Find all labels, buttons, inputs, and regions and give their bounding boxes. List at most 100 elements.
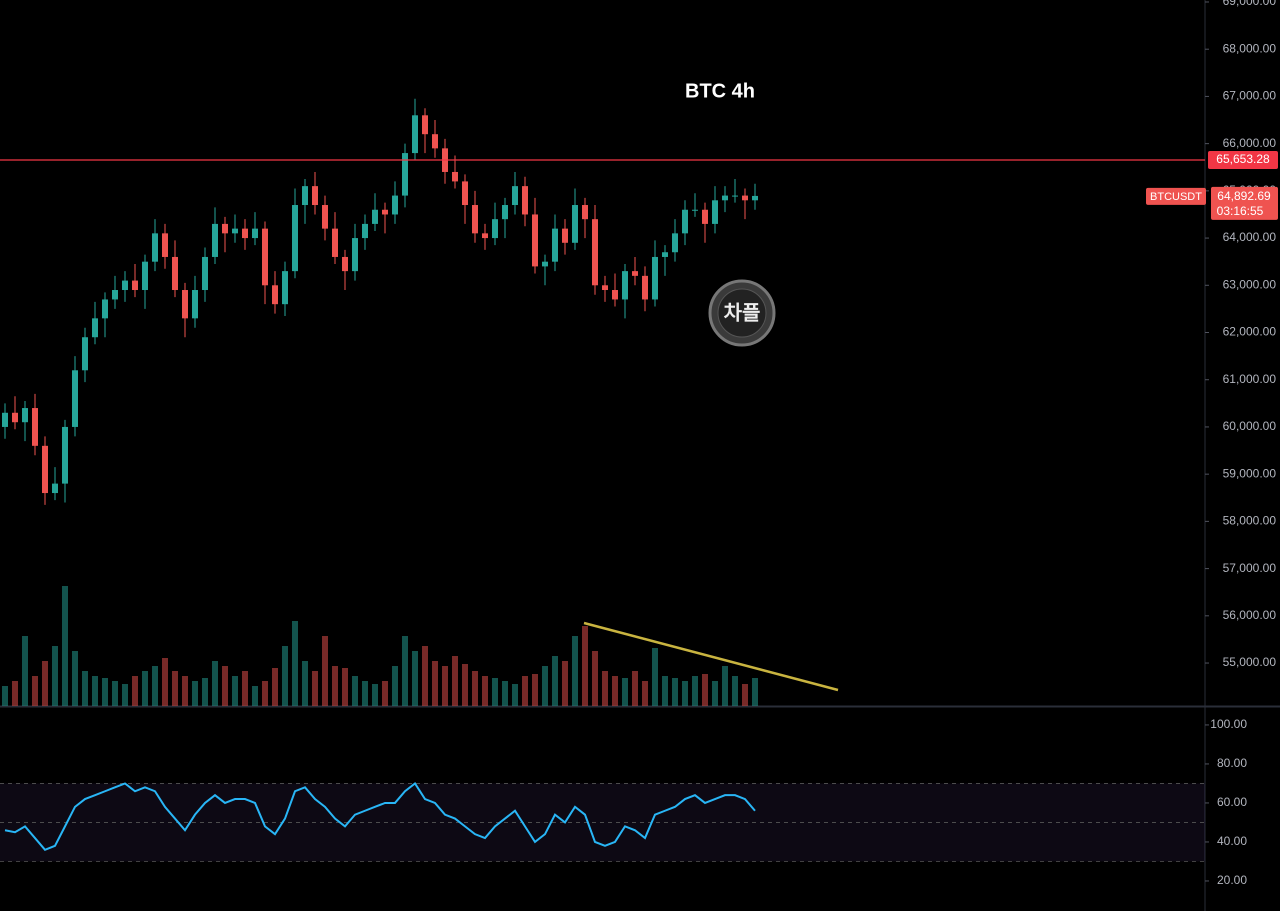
candle-body [382, 209, 388, 215]
candle-body [572, 205, 578, 243]
candle-body [122, 280, 128, 291]
candle-body [582, 205, 588, 220]
volume-bar [562, 661, 568, 706]
volume-bar [482, 676, 488, 706]
candle-body [102, 299, 108, 319]
y-tick-label: 80.00 [1217, 756, 1247, 770]
last-price-box [1211, 186, 1278, 220]
volume-bar [92, 676, 98, 706]
volume-bar [542, 666, 548, 706]
volume-bar [162, 658, 168, 706]
candle-body [152, 233, 158, 262]
candle-body [622, 271, 628, 300]
volume-bar [12, 681, 18, 706]
candle-body [192, 290, 198, 319]
volume-bar [372, 684, 378, 706]
volume-bar [682, 681, 688, 706]
candle-body [512, 186, 518, 206]
volume-bar [722, 666, 728, 706]
candle-body [172, 256, 178, 291]
volume-bar [512, 684, 518, 706]
volume-bar [302, 661, 308, 706]
candle-body [642, 275, 648, 300]
volume-bar [392, 666, 398, 706]
volume-bar [662, 676, 668, 706]
candle-body [682, 209, 688, 234]
candle-body [632, 271, 638, 276]
trendline [583, 621, 839, 692]
candle-body [482, 233, 488, 239]
volume-bar [492, 678, 498, 706]
watermark-inner [717, 288, 767, 338]
y-tick-label: 58,000.00 [1223, 514, 1277, 528]
volume-bar [602, 671, 608, 706]
candle-body [142, 261, 148, 291]
volume-bar [452, 656, 458, 706]
candle-body [62, 426, 68, 484]
candle-body [2, 412, 8, 427]
volume-bar [132, 676, 138, 706]
candle-body [282, 271, 288, 305]
candle-body [502, 205, 508, 220]
y-tick-label: 59,000.00 [1223, 466, 1277, 480]
volume-bar [252, 686, 258, 706]
candle-body [52, 483, 58, 494]
volume-bar [532, 674, 538, 706]
y-tick-label: 57,000.00 [1223, 561, 1277, 575]
volume-bar [312, 671, 318, 706]
countdown-label: 03:16:55 [1217, 204, 1264, 218]
y-tick-label: 69,000.00 [1223, 0, 1277, 8]
candle-body [162, 233, 168, 257]
last-price-label: 64,892.69 [1217, 189, 1271, 203]
volume-bar [32, 676, 38, 706]
symbol-box [1146, 187, 1206, 205]
candle-body [32, 408, 38, 446]
y-tick-label: 64,000.00 [1223, 230, 1277, 244]
volume-bar [522, 676, 528, 706]
candle-body [42, 445, 48, 494]
volume-bar [572, 636, 578, 706]
volume-bar [442, 666, 448, 706]
volume-bar [402, 636, 408, 706]
candle-body [532, 214, 538, 267]
y-tick-label: 61,000.00 [1223, 372, 1277, 386]
candle-body [652, 256, 658, 300]
candle-body [262, 228, 268, 286]
volume-bar [352, 676, 358, 706]
y-tick-label: 63,000.00 [1223, 277, 1277, 291]
candle-body [732, 195, 738, 197]
volume-bar [112, 681, 118, 706]
candle-body [412, 115, 418, 154]
candle-body [462, 181, 468, 206]
candle-body [342, 256, 348, 272]
chart-title: BTC 4h [685, 80, 755, 102]
candle-body [72, 370, 78, 427]
candle-body [242, 228, 248, 239]
volume-bar [752, 678, 758, 706]
candle-body [352, 238, 358, 272]
candle-body [542, 261, 548, 267]
y-tick-label: 62,000.00 [1223, 325, 1277, 339]
candle-body [432, 134, 438, 149]
candle-body [662, 252, 668, 257]
watermark-text: 차플 [724, 301, 761, 324]
volume-bar [182, 676, 188, 706]
y-tick-label: 60.00 [1217, 795, 1247, 809]
candle-body [602, 285, 608, 291]
volume-bar [102, 678, 108, 706]
volume-bar [422, 646, 428, 706]
rsi-line [4, 781, 756, 851]
watermark: 차플 [708, 279, 776, 347]
volume-bar [672, 678, 678, 706]
candle-body [202, 256, 208, 291]
candle-body [522, 186, 528, 215]
volume-bar [122, 684, 128, 706]
candle-body [712, 200, 718, 224]
volume-bar [22, 636, 28, 706]
volume-bar [502, 681, 508, 706]
candle-body [112, 290, 118, 300]
volume-bar [202, 678, 208, 706]
volume-bar [552, 656, 558, 706]
volume-bar [62, 586, 68, 706]
candle-body [472, 205, 478, 234]
